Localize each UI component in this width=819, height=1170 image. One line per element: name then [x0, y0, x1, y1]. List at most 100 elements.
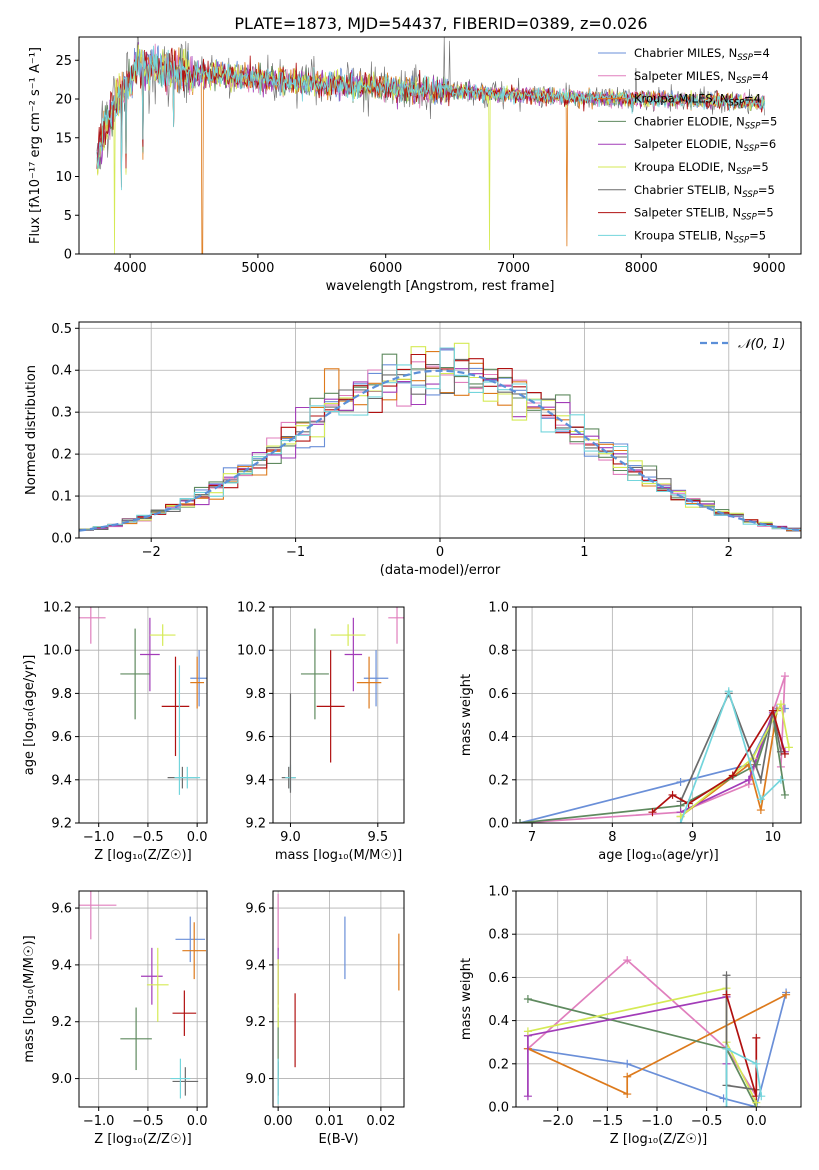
y-tick-label: 0.6: [488, 687, 509, 702]
legend-entry: Chabrier MILES, NSSP=4: [634, 46, 770, 63]
weight-marker: [722, 990, 731, 999]
x-tick-label: 9: [688, 830, 696, 845]
y-tick-label: 0.5: [51, 322, 72, 337]
legend-entry: Chabrier ELODIE, NSSP=5: [634, 114, 777, 131]
mass-vs-metallicity-panel: −1.0 −0.5 0.0 9.0 9.2 9.4 9.6 Z [log₁₀(Z/Z☉)] ma…: [22, 890, 208, 1147]
weight-marker: [756, 795, 765, 804]
x-axis-label: Z [log₁₀(Z/Z☉)]: [610, 1132, 707, 1147]
x-tick-label: 10: [765, 830, 782, 845]
plot-area: [523, 956, 791, 1107]
x-tick-label: 5000: [241, 261, 274, 276]
x-tick-label: 9000: [753, 261, 786, 276]
y-tick-label: 9.4: [51, 958, 72, 973]
y-axis-label: Normed distribution: [24, 365, 39, 495]
y-tick-label: 0.3: [51, 406, 72, 421]
weight-marker: [752, 1059, 761, 1068]
y-tick-label: 0.0: [488, 817, 509, 832]
weight-marker: [722, 1103, 731, 1107]
x-tick-label: 0.02: [366, 1114, 395, 1129]
plot-area: [277, 893, 400, 1105]
weight-marker: [523, 1092, 532, 1101]
axes-frame: [78, 890, 208, 1108]
spectrum-panel: 4000 5000 6000 7000 8000 9000 0 5 10 15 20 25 wavele…: [28, 36, 802, 294]
weight-marker: [516, 819, 525, 823]
weight-marker: [780, 790, 789, 799]
axes-frame: [272, 890, 405, 1108]
spectrum-series-8: [96, 45, 766, 191]
plot-area: [96, 37, 766, 254]
x-tick-label: −0.5: [132, 830, 164, 845]
x-tick-label: 0.0: [187, 1114, 208, 1129]
weight-marker: [623, 1072, 632, 1081]
y-tick-label: 9.2: [245, 1015, 266, 1030]
y-tick-label: 10: [55, 170, 72, 185]
x-tick-label: 7: [528, 830, 536, 845]
weight-marker: [623, 1090, 632, 1099]
y-tick-label: 0.4: [51, 364, 72, 379]
weight-marker: [780, 672, 789, 681]
figure-title: PLATE=1873, MJD=54437, FIBERID=0389, z=0…: [234, 14, 647, 33]
y-tick-label: 10.0: [237, 644, 266, 659]
weight-marker: [722, 971, 731, 980]
x-axis-label: (data-model)/error: [380, 563, 501, 578]
x-axis-label: age [log₁₀(age/yr)]: [598, 848, 719, 863]
x-axis-label: wavelength [Angstrom, rest frame]: [326, 279, 555, 294]
y-tick-label: 9.0: [245, 1072, 266, 1087]
weight-series-5: [680, 701, 790, 818]
legend-entry: Salpeter STELIB, NSSP=5: [634, 206, 774, 223]
y-tick-label: 5: [64, 209, 72, 224]
y-tick-label: 9.4: [245, 773, 266, 788]
legend-entry: Chabrier STELIB, NSSP=5: [634, 183, 775, 200]
x-tick-label: −1.0: [83, 830, 115, 845]
weight-marker: [756, 775, 765, 784]
y-tick-label: 0.0: [488, 1101, 509, 1116]
weight-marker: [623, 1059, 632, 1068]
y-axis-label: mass weight: [459, 674, 474, 756]
weight-series-8: [679, 688, 782, 823]
weight-series-7: [725, 994, 758, 1097]
mass-weight-vs-metallicity-panel: −2.0 −1.5 −1.0 −0.5 0.0 0.0 0.2 0.4 0.6 0.8 1.0 Z […: [459, 885, 802, 1147]
y-tick-label: 10.0: [43, 644, 72, 659]
x-tick-label: 7000: [497, 261, 530, 276]
weight-marker: [676, 777, 685, 786]
y-tick-label: 9.6: [245, 902, 266, 917]
y-tick-label: 0.0: [51, 532, 72, 547]
mass-vs-ebv-panel: 0.00 0.01 0.02 9.0 9.2 9.4 9.6 E(B-V): [245, 890, 405, 1147]
y-tick-label: 1.0: [488, 885, 509, 900]
y-tick-label: 9.6: [51, 902, 72, 917]
legend-entry: Salpeter MILES, NSSP=4: [634, 69, 769, 86]
y-tick-label: 9.4: [51, 773, 72, 788]
weight-marker: [782, 990, 791, 999]
axes-frame: [515, 606, 802, 824]
legend-entry: Kroupa MILES, NSSP=4: [634, 92, 761, 109]
x-tick-label: 4000: [114, 261, 147, 276]
x-tick-label: −0.5: [132, 1114, 164, 1129]
weight-marker: [668, 790, 677, 799]
y-tick-label: 0: [64, 248, 72, 263]
y-tick-label: 0.2: [488, 773, 509, 788]
x-tick-label: −1: [286, 545, 305, 560]
y-tick-label: 15: [55, 131, 72, 146]
weight-marker: [676, 819, 685, 823]
y-tick-label: 9.2: [51, 817, 72, 832]
weight-series-7: [651, 708, 786, 813]
y-axis-label: mass weight: [459, 958, 474, 1040]
y-tick-label: 9.2: [245, 817, 266, 832]
y-tick-label: 10.2: [43, 601, 72, 616]
weight-marker: [768, 706, 777, 715]
weight-marker: [784, 743, 793, 752]
y-tick-label: 9.6: [51, 730, 72, 745]
x-axis-label: Z [log₁₀(Z/Z☉)]: [94, 1132, 191, 1147]
weight-marker: [776, 775, 785, 784]
weight-marker: [523, 1027, 532, 1036]
normal-curve: [79, 369, 801, 532]
x-tick-label: 0.01: [315, 1114, 344, 1129]
weight-marker: [648, 808, 657, 817]
plot-area: [79, 342, 801, 532]
weight-series-6: [679, 691, 782, 802]
weight-marker: [756, 806, 765, 815]
x-tick-label: −1.0: [83, 1114, 115, 1129]
x-tick-label: 0: [436, 545, 444, 560]
y-tick-label: 0.8: [488, 928, 509, 943]
